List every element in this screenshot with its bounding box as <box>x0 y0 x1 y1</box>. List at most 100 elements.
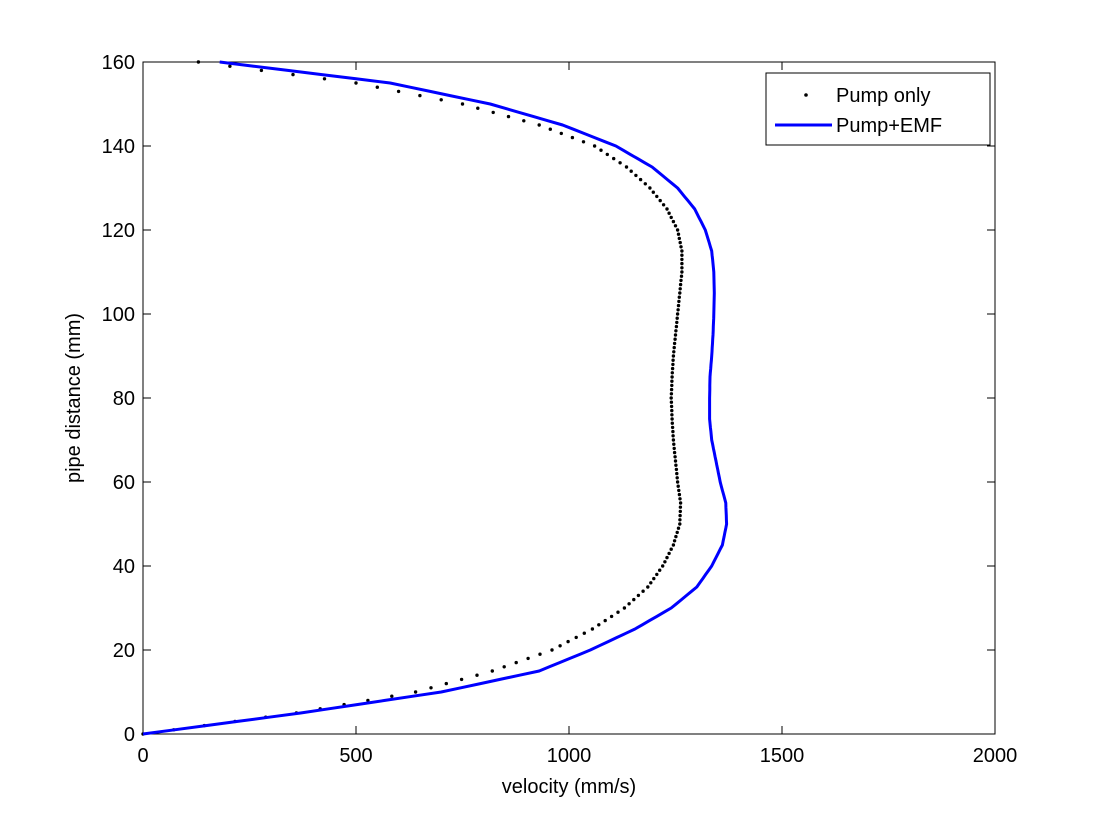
series-line-pump-emf <box>142 60 729 736</box>
data-point <box>678 513 682 518</box>
y-tick-label: 120 <box>102 220 135 242</box>
data-point <box>672 341 677 346</box>
data-point <box>680 266 684 270</box>
data-point <box>673 455 677 459</box>
data-point <box>418 93 422 98</box>
data-point <box>592 144 597 148</box>
data-point <box>676 232 681 236</box>
x-tick-label: 1500 <box>760 745 805 767</box>
x-tick-label: 1000 <box>547 745 592 767</box>
data-point <box>665 207 669 211</box>
data-point <box>663 560 667 564</box>
data-point <box>444 681 448 686</box>
data-point <box>649 581 653 585</box>
data-point <box>574 635 578 640</box>
data-point <box>667 211 671 215</box>
y-tick-label: 0 <box>124 724 135 746</box>
data-point <box>678 291 682 295</box>
data-point <box>566 639 570 644</box>
data-point <box>671 358 675 362</box>
data-point <box>228 64 232 68</box>
data-point <box>678 282 683 287</box>
data-point <box>622 606 627 610</box>
data-point <box>675 228 680 232</box>
data-point <box>669 387 674 392</box>
data-point <box>570 135 575 140</box>
data-point <box>581 140 586 144</box>
data-point <box>375 85 379 89</box>
data-point <box>643 182 647 186</box>
data-point <box>460 102 465 106</box>
data-point <box>354 81 358 85</box>
data-point <box>670 366 675 371</box>
data-point <box>676 526 681 530</box>
data-point <box>624 165 629 169</box>
data-point <box>502 665 506 669</box>
data-point <box>669 392 674 396</box>
data-point <box>459 677 464 682</box>
data-point <box>669 404 674 409</box>
data-point <box>679 278 683 283</box>
data-point <box>673 337 677 341</box>
y-tick-label: 80 <box>113 388 135 410</box>
data-point <box>678 287 682 291</box>
data-point <box>322 77 327 81</box>
tick-labels: 0 500 1000 1500 2000 0 20 40 60 80 100 120 140 160 <box>102 52 1018 767</box>
data-point <box>390 694 394 698</box>
data-point <box>677 488 681 493</box>
data-point <box>603 618 607 623</box>
data-point <box>636 593 641 598</box>
data-point <box>526 656 530 661</box>
data-point <box>669 396 673 400</box>
data-point <box>413 690 418 694</box>
data-point <box>671 429 675 434</box>
data-point <box>618 161 622 165</box>
data-point <box>677 295 681 299</box>
data-point <box>674 329 678 333</box>
data-point <box>490 669 494 673</box>
data-point <box>590 627 595 631</box>
data-point <box>627 602 631 606</box>
y-tick-label: 20 <box>113 640 135 662</box>
data-point <box>680 270 684 274</box>
data-point <box>678 509 682 514</box>
data-point <box>680 261 684 266</box>
data-point <box>655 194 659 199</box>
data-point <box>680 257 684 262</box>
data-point <box>671 219 676 224</box>
data-point <box>661 564 665 568</box>
data-point <box>670 383 674 388</box>
data-point <box>672 345 676 350</box>
data-point <box>669 547 673 551</box>
data-point <box>675 480 680 484</box>
data-point <box>672 450 677 455</box>
data-point <box>658 198 662 203</box>
data-point <box>680 249 684 253</box>
data-point <box>675 530 679 535</box>
data-point <box>675 320 679 325</box>
data-point <box>670 408 674 413</box>
data-point <box>670 371 674 375</box>
y-tick-label: 40 <box>113 556 135 578</box>
data-point <box>679 245 683 249</box>
x-axis-label: velocity (mm/s) <box>502 776 636 798</box>
data-point <box>537 123 541 127</box>
data-point <box>672 350 676 354</box>
data-point <box>678 522 682 526</box>
data-point <box>677 299 681 304</box>
data-point <box>439 98 443 102</box>
data-point <box>475 673 479 677</box>
data-point <box>677 236 681 241</box>
data-point <box>675 316 679 320</box>
data-point <box>678 505 683 509</box>
data-point <box>673 459 678 463</box>
data-point <box>667 551 671 556</box>
data-point <box>641 589 645 593</box>
data-point <box>651 190 655 194</box>
data-point <box>672 446 676 451</box>
data-point <box>550 648 554 652</box>
legend: Pump only Pump+EMF <box>765 72 991 146</box>
plot-area <box>142 61 996 735</box>
data-point <box>680 253 684 257</box>
